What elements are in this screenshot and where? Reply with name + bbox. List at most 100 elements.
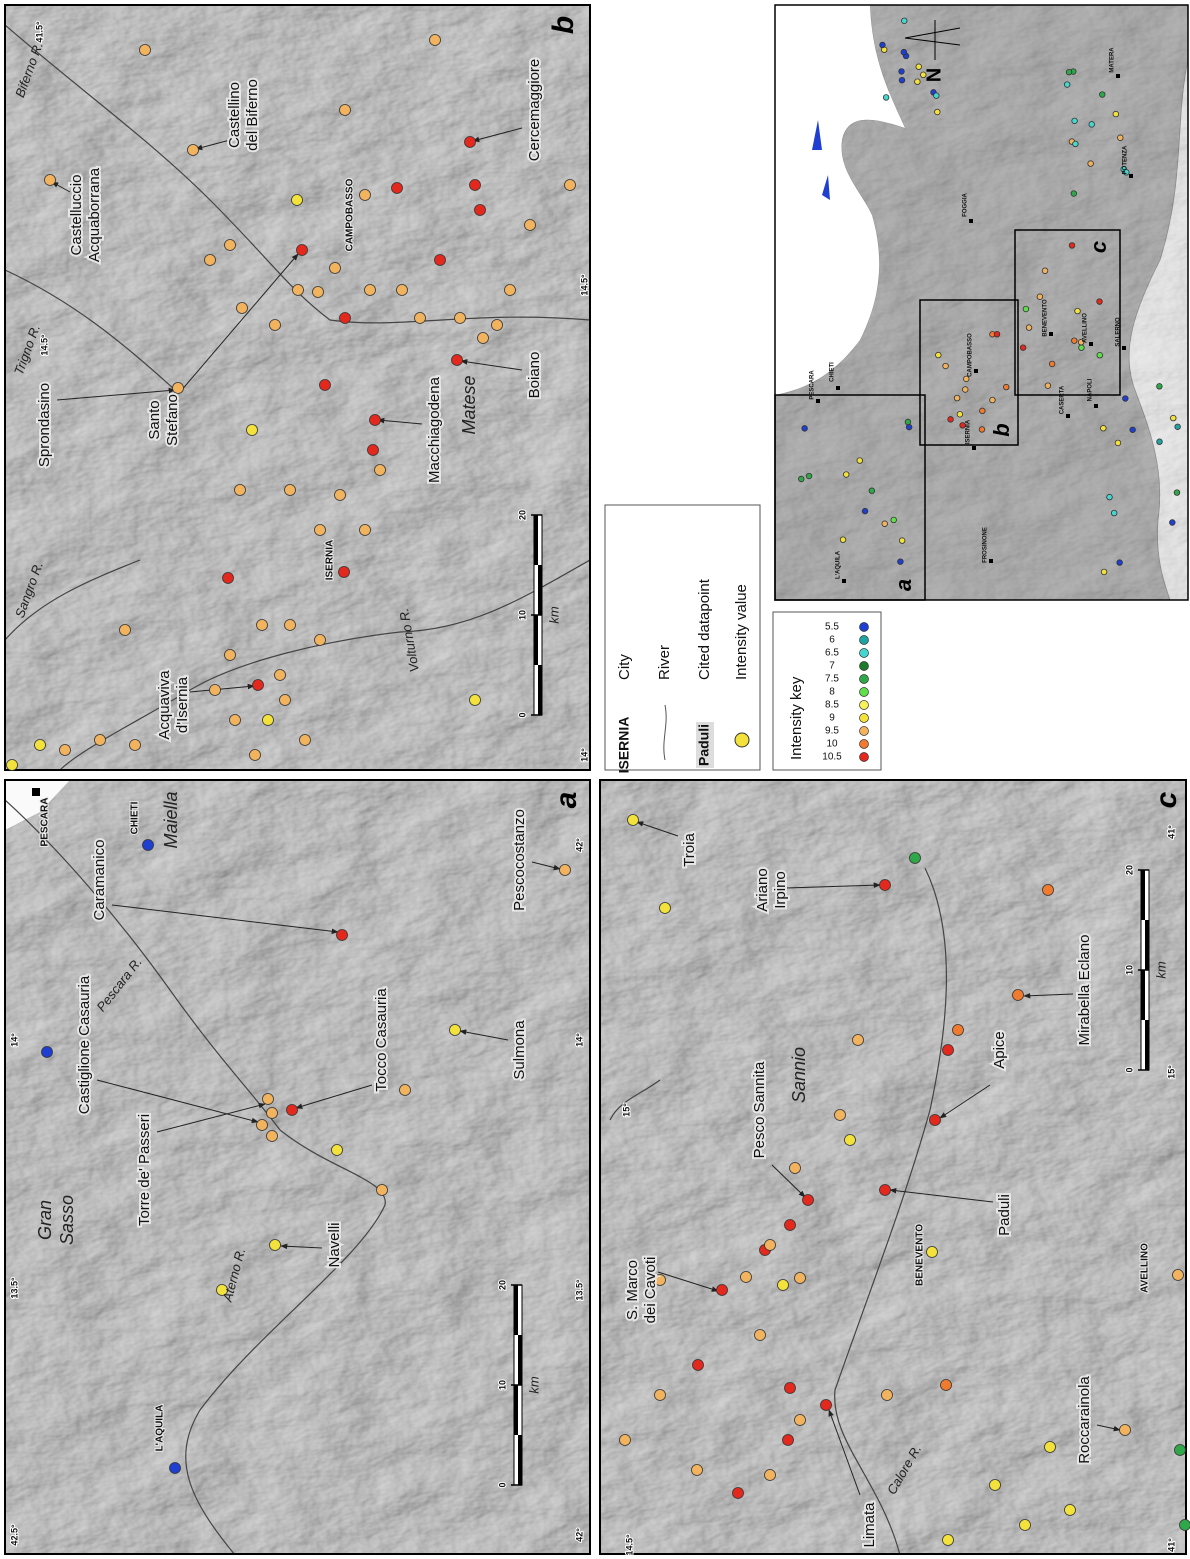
intensity-dot xyxy=(692,1465,703,1476)
coordinate-label: 42° xyxy=(574,1528,584,1542)
city-label: ISERNIA xyxy=(325,540,336,581)
intensity-dot xyxy=(1115,440,1121,446)
intensity-dot xyxy=(235,485,246,496)
site-label: Acquaborrana xyxy=(86,167,103,262)
intensity-dot xyxy=(954,395,960,401)
intensity-dot xyxy=(285,485,296,496)
site-label: Limata xyxy=(861,1502,878,1548)
intensity-dot xyxy=(783,1435,794,1446)
panel-a: Pescara R.Aterno R.GranSassoMaiellaPESCA… xyxy=(5,780,590,1555)
intensity-dot xyxy=(140,45,151,56)
intensity-dot xyxy=(560,865,571,876)
intensity-dot xyxy=(1045,383,1051,389)
intensity-dot xyxy=(915,79,921,85)
key-label: 9.5 xyxy=(825,726,839,737)
city-label: PESCARA xyxy=(40,798,51,847)
intensity-dot xyxy=(188,145,199,156)
scale-tick-label: 0 xyxy=(517,712,527,717)
intensity-dot xyxy=(943,363,949,369)
intensity-dot xyxy=(332,1145,343,1156)
site-label: Castelluccio xyxy=(68,175,85,256)
intensity-dot xyxy=(880,880,891,891)
key-label: 9 xyxy=(829,713,835,724)
intensity-dot xyxy=(1101,569,1107,575)
city-label: CAMPOBASSO xyxy=(345,178,356,251)
inset-city-square xyxy=(842,579,846,583)
intensity-dot xyxy=(883,95,889,101)
intensity-dot xyxy=(525,220,536,231)
key-swatch xyxy=(860,649,869,658)
intensity-dot xyxy=(862,508,868,514)
city-label: L'AQUILA xyxy=(155,1405,166,1452)
intensity-dot xyxy=(280,695,291,706)
intensity-dot xyxy=(979,427,985,433)
inset-city-square xyxy=(836,386,840,390)
site-label: Sulmona xyxy=(511,1020,528,1080)
scale-unit: km xyxy=(1153,961,1168,979)
coordinate-label: 41.5° xyxy=(34,21,44,43)
intensity-dot xyxy=(1180,1520,1190,1531)
intensity-dot xyxy=(452,355,463,366)
intensity-dot xyxy=(1020,345,1026,351)
key-label: 8.5 xyxy=(825,700,839,711)
intensity-dot xyxy=(392,183,403,194)
intensity-dot xyxy=(962,387,968,393)
inset-city-square xyxy=(1049,332,1053,336)
intensity-dot xyxy=(130,740,141,751)
site-label: Caramanico xyxy=(91,840,108,921)
intensity-dot xyxy=(263,715,274,726)
site-label: Cercemaggiore xyxy=(526,59,543,162)
coordinate-label: 14° xyxy=(579,748,589,762)
intensity-dot xyxy=(943,1535,954,1546)
intensity-dot xyxy=(337,930,348,941)
site-label: Apice xyxy=(991,1031,1008,1069)
intensity-dot xyxy=(478,333,489,344)
intensity-dot xyxy=(230,715,241,726)
intensity-dot xyxy=(901,18,907,24)
intensity-dot xyxy=(905,419,911,425)
intensity-dot xyxy=(891,517,897,523)
intensity-dot xyxy=(901,49,907,55)
intensity-dot xyxy=(397,285,408,296)
intensity-dot xyxy=(313,287,324,298)
inset-city-label: MATERA xyxy=(1110,47,1116,73)
scale-segment xyxy=(518,1335,522,1385)
intensity-dot xyxy=(803,1195,814,1206)
intensity-dot xyxy=(1157,384,1163,390)
intensity-dot xyxy=(1099,92,1105,98)
intensity-sample xyxy=(735,733,749,747)
city-label: AVELLINO xyxy=(1140,1243,1151,1293)
intensity-dot xyxy=(882,521,888,527)
intensity-dot xyxy=(620,1435,631,1446)
city-square xyxy=(32,788,40,796)
intensity-dot xyxy=(368,445,379,456)
panel-letter: b xyxy=(547,16,580,34)
intensity-dot xyxy=(655,1390,666,1401)
key-label: 6 xyxy=(829,635,835,646)
intensity-dot xyxy=(565,180,576,191)
inset-city-square xyxy=(1122,346,1126,350)
inset-city-square xyxy=(969,219,973,223)
terrain xyxy=(5,5,590,770)
city-label: BENEVENTO xyxy=(915,1224,926,1286)
inset-city-label: PESCARA xyxy=(810,370,816,400)
intensity-dot xyxy=(857,458,863,464)
scale-segment xyxy=(518,1435,522,1485)
intensity-dot xyxy=(455,313,466,324)
intensity-dot xyxy=(693,1360,704,1371)
intensity-dot xyxy=(778,1280,789,1291)
intensity-dot xyxy=(315,525,326,536)
intensity-dot xyxy=(1120,1425,1131,1436)
intensity-dot xyxy=(267,1108,278,1119)
intensity-dot xyxy=(843,472,849,478)
inset-city-label: NAPOLI xyxy=(1088,378,1094,401)
intensity-dot xyxy=(1089,122,1095,128)
panel-letter: c xyxy=(1150,791,1183,808)
key-swatch xyxy=(860,727,869,736)
intensity-dot xyxy=(330,263,341,274)
scale-segment xyxy=(1141,870,1145,920)
hillshade xyxy=(600,780,1186,1554)
intensity-dot xyxy=(1101,425,1107,431)
panel-b: Sangro R.Trigno R.Biferno R.Volturno R.M… xyxy=(5,5,590,771)
intensity-dot xyxy=(435,255,446,266)
